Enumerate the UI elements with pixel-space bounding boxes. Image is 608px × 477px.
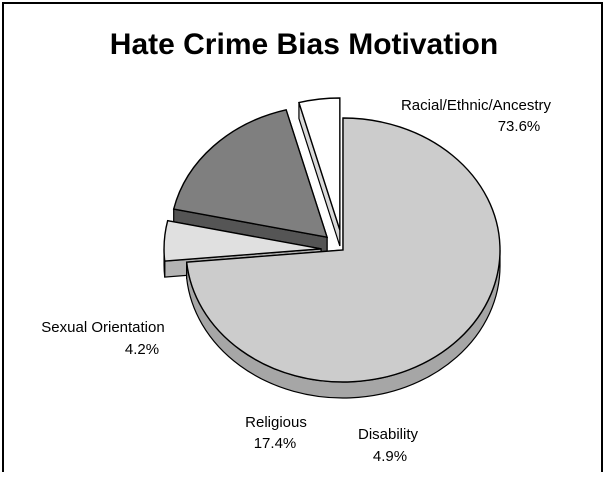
- slice-racial-ethnic-ancestry: [185, 117, 501, 383]
- label-disability-name: Disability: [358, 426, 419, 443]
- slice-disability: [163, 219, 322, 262]
- label-sexual-name: Sexual Orientation: [41, 319, 164, 336]
- chart-title: Hate Crime Bias Motivation: [109, 28, 499, 61]
- label-religious-name: Religious: [245, 414, 307, 431]
- pie-tops: [163, 97, 501, 383]
- slice-religious: [172, 108, 329, 239]
- label-racial-name: Racial/Ethnic/Ancestry: [401, 97, 552, 114]
- label-religious-value: 17.4%: [254, 435, 297, 452]
- pie-labels: Racial/Ethnic/Ancestry 73.6% Disability …: [41, 97, 551, 465]
- label-racial-value: 73.6%: [498, 118, 541, 135]
- label-sexual-value: 4.2%: [125, 341, 159, 358]
- label-disability-value: 4.9%: [373, 448, 407, 465]
- chart-frame: [2, 2, 603, 472]
- slice-sexual-orientation: [298, 97, 341, 231]
